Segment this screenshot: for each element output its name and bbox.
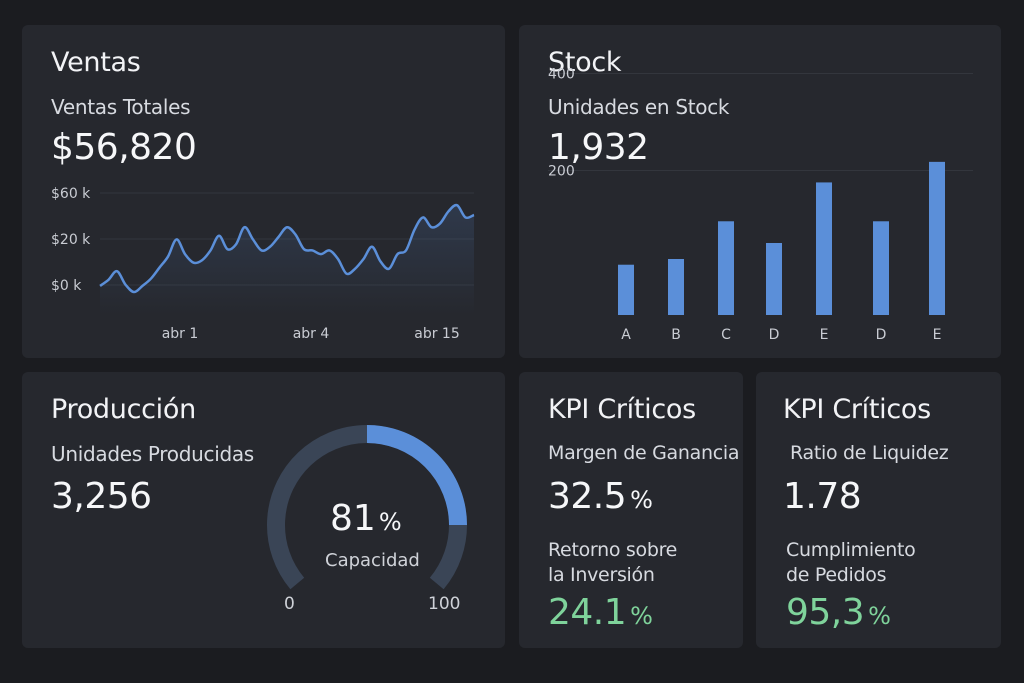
stock-x-tick: A — [621, 327, 631, 343]
kpi1-metric1-value: 32.5% — [548, 476, 653, 517]
ventas-title: Ventas — [51, 47, 141, 78]
stock-bar — [929, 161, 945, 315]
gauge-percent: 81% — [330, 498, 402, 539]
ventas-card: Ventas Ventas Totales $56,820 $60 k $20 k… — [22, 25, 505, 358]
ventas-y-tick: $60 k — [51, 186, 91, 202]
stock-x-tick: C — [721, 327, 731, 343]
stock-bar — [873, 221, 889, 315]
ventas-x-tick: abr 15 — [414, 326, 460, 342]
kpi1-metric2-label-line1: Retorno sobre — [548, 539, 678, 561]
stock-subtitle: Unidades en Stock — [548, 95, 730, 119]
produccion-card: Producción Unidades Producidas 3,256 81%… — [22, 372, 505, 648]
kpi2-metric2-label-line1: Cumplimiento — [786, 539, 916, 561]
kpi-card-1: KPI Críticos Margen de Ganancia 32.5% Re… — [519, 372, 743, 648]
stock-bar-chart: 600400200ABCDEDE — [548, 67, 973, 343]
kpi1-metric1-number: 32.5 — [548, 476, 627, 517]
kpi1-metric2-value: 24.1% — [548, 592, 653, 633]
capacity-gauge — [267, 425, 467, 590]
stock-x-tick: E — [820, 327, 829, 343]
produccion-title: Producción — [51, 394, 196, 425]
kpi2-metric2-value: 95,3% — [786, 592, 891, 633]
kpi2-title: KPI Críticos — [783, 394, 931, 425]
stock-bar — [618, 264, 634, 315]
stock-bar — [668, 259, 684, 315]
ventas-line-chart: $60 k $20 k $0 k abr 1 abr 4 abr 15 — [51, 186, 475, 342]
stock-bar — [718, 221, 734, 315]
stock-y-tick: 400 — [548, 67, 575, 83]
produccion-value: 3,256 — [51, 476, 152, 517]
stock-card: Stock Unidades en Stock 1,932 600400200A… — [519, 25, 1001, 358]
produccion-subtitle: Unidades Producidas — [51, 442, 254, 466]
ventas-area — [100, 205, 474, 315]
ventas-line — [99, 203, 475, 294]
kpi2-metric2-label-line2: de Pedidos — [786, 564, 887, 586]
gauge-label: Capacidad — [325, 550, 420, 571]
stock-bar — [766, 243, 782, 315]
stock-x-tick: D — [876, 327, 887, 343]
ventas-y-tick: $0 k — [51, 278, 82, 294]
stock-y-tick: 200 — [548, 164, 575, 180]
gauge-fill — [366, 425, 467, 526]
stock-x-tick: B — [671, 327, 681, 343]
kpi2-metric1-label: Ratio de Liquidez — [790, 442, 949, 464]
stock-x-tick: E — [933, 327, 942, 343]
stock-title: Stock — [548, 47, 622, 78]
ventas-subtitle: Ventas Totales — [51, 95, 191, 119]
ventas-y-tick: $20 k — [51, 232, 91, 248]
ventas-x-tick: abr 4 — [293, 326, 330, 342]
gauge-percent-value: 81 — [330, 498, 376, 539]
kpi1-metric2-unit: % — [630, 602, 653, 630]
kpi2-metric2-number: 95,3 — [786, 592, 865, 633]
ventas-x-tick: abr 1 — [162, 326, 199, 342]
kpi-card-2: KPI Críticos Ratio de Liquidez 1.78 Cump… — [756, 372, 1001, 648]
ventas-value: $56,820 — [51, 127, 197, 168]
kpi2-metric1-value: 1.78 — [783, 476, 862, 517]
stock-value: 1,932 — [548, 127, 649, 168]
gauge-max-label: 100 — [428, 594, 461, 614]
stock-x-tick: D — [769, 327, 780, 343]
stock-bar — [816, 182, 832, 315]
kpi1-title: KPI Críticos — [548, 394, 696, 425]
kpi1-metric2-label-line2: la Inversión — [548, 564, 655, 586]
gauge-percent-unit: % — [378, 508, 402, 536]
gauge-min-label: 0 — [284, 594, 295, 614]
kpi1-metric1-label: Margen de Ganancia — [548, 442, 740, 464]
kpi1-metric2-number: 24.1 — [548, 592, 627, 633]
kpi2-metric2-unit: % — [868, 602, 891, 630]
kpi1-metric1-unit: % — [630, 486, 653, 514]
